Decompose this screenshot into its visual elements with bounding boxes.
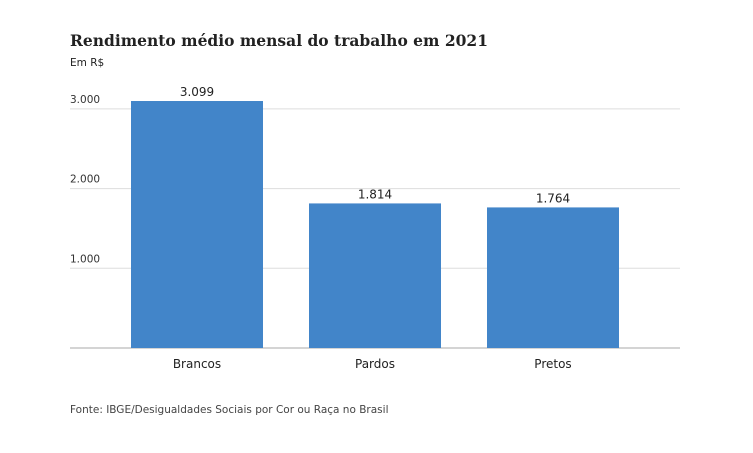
source-note: Fonte: IBGE/Desigualdades Sociais por Co… [70, 404, 389, 416]
x-tick-label: Pardos [355, 357, 395, 371]
bar-pretos [487, 207, 619, 348]
x-tick-label: Brancos [173, 357, 221, 371]
data-label: 1.764 [536, 191, 570, 205]
labels: 1.000 2.000 3.000 3.099 Brancos 1.814 Pardos 1.… [70, 85, 572, 371]
y-tick-label: 1.000 [70, 253, 100, 265]
bar-brancos [131, 101, 263, 348]
bars [131, 101, 619, 348]
bar-pardos [309, 203, 441, 348]
y-tick-label: 3.000 [70, 94, 100, 106]
chart-subtitle: Em R$ [70, 57, 105, 69]
data-label: 1.814 [358, 187, 392, 201]
y-tick-label: 2.000 [70, 174, 100, 186]
data-label: 3.099 [180, 85, 214, 99]
x-tick-label: Pretos [534, 357, 571, 371]
chart-title: Rendimento médio mensal do trabalho em 2… [70, 31, 488, 50]
